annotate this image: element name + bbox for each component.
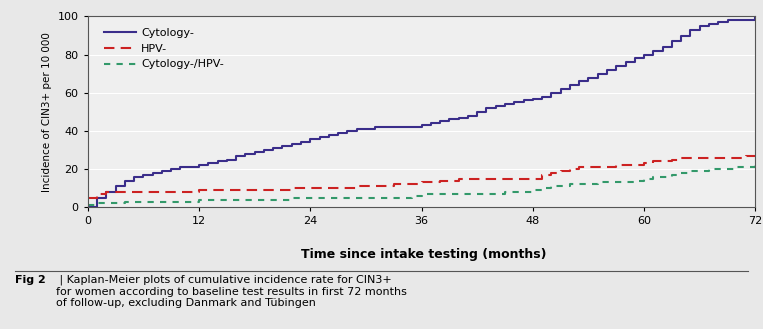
Cytology-/HPV- xyxy=(686,169,695,173)
HPV- xyxy=(417,181,426,185)
Cytology- xyxy=(639,53,649,57)
Line: Cytology-/HPV-: Cytology-/HPV- xyxy=(88,165,755,205)
Text: Time since intake testing (months): Time since intake testing (months) xyxy=(301,248,546,262)
Line: HPV-: HPV- xyxy=(88,156,755,198)
Cytology- xyxy=(83,205,92,209)
Y-axis label: Incidence of CIN3+ per 10 000: Incidence of CIN3+ per 10 000 xyxy=(42,32,52,192)
Cytology-/HPV- xyxy=(83,203,92,207)
Text: Fig 2: Fig 2 xyxy=(15,275,46,285)
Line: Cytology-: Cytology- xyxy=(88,18,755,207)
Cytology- xyxy=(751,16,760,20)
HPV- xyxy=(686,156,695,160)
Cytology-/HPV- xyxy=(417,192,426,196)
HPV- xyxy=(658,160,667,164)
HPV- xyxy=(83,196,92,200)
Cytology- xyxy=(306,137,315,140)
Cytology-/HPV- xyxy=(306,196,315,200)
Cytology-/HPV- xyxy=(231,198,240,202)
HPV- xyxy=(231,188,240,192)
HPV- xyxy=(306,186,315,190)
HPV- xyxy=(742,154,751,158)
Cytology- xyxy=(658,45,667,49)
Cytology-/HPV- xyxy=(751,163,760,167)
Cytology- xyxy=(417,123,426,127)
Cytology- xyxy=(231,154,240,158)
Cytology-/HPV- xyxy=(639,177,649,181)
Text: | Kaplan-Meier plots of cumulative incidence rate for CIN3+
for women according : | Kaplan-Meier plots of cumulative incid… xyxy=(56,275,407,308)
HPV- xyxy=(751,154,760,158)
Cytology- xyxy=(686,28,695,32)
Cytology-/HPV- xyxy=(658,175,667,179)
HPV- xyxy=(639,162,649,165)
Legend: Cytology-, HPV-, Cytology-/HPV-: Cytology-, HPV-, Cytology-/HPV- xyxy=(100,24,228,74)
